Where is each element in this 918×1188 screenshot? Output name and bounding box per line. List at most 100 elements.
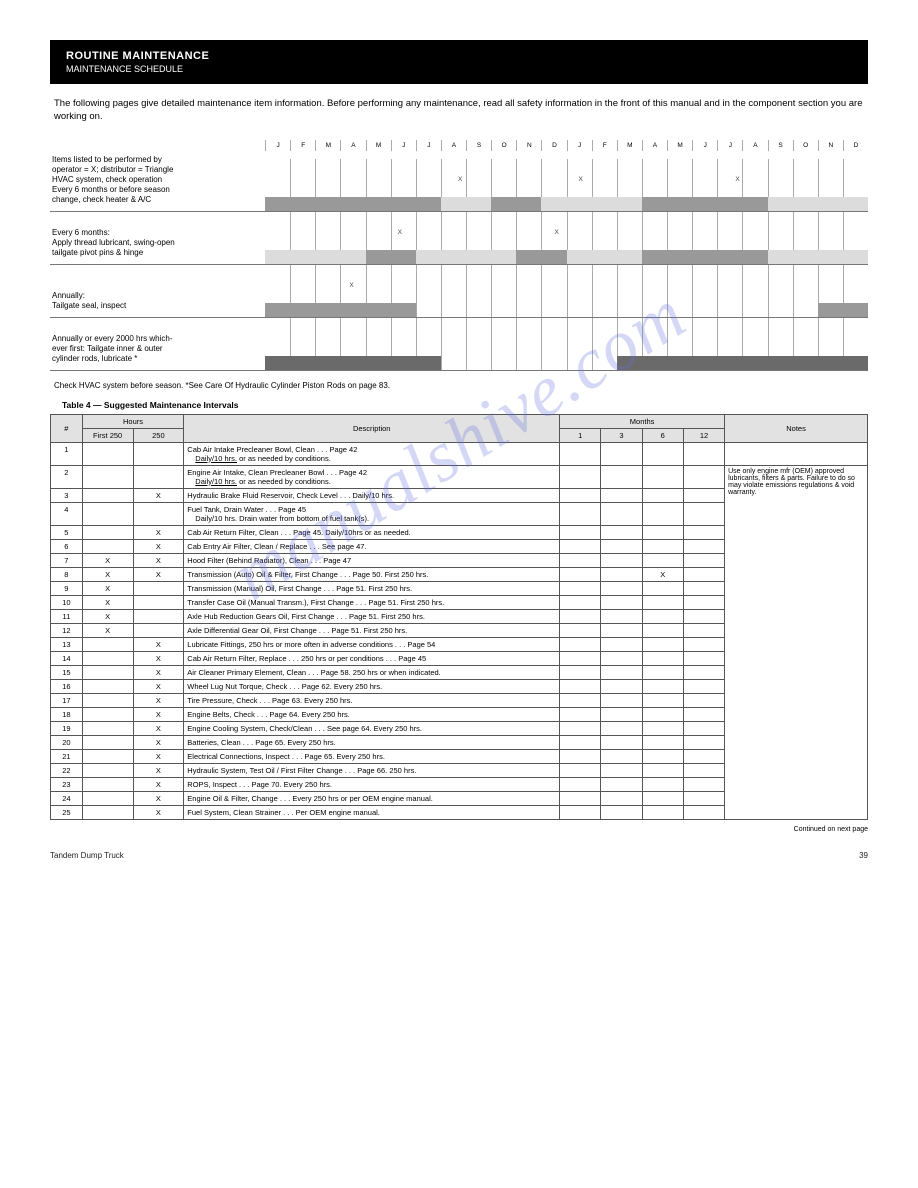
table-cell: X: [133, 693, 184, 707]
table-cell: ROPS, Inspect . . . Page 70. Every 250 h…: [184, 777, 560, 791]
table-cell: X: [133, 707, 184, 721]
table-row: 2Engine Air Intake, Clean Precleaner Bow…: [51, 465, 868, 488]
table-cell: [683, 651, 724, 665]
table-cell: [560, 609, 601, 623]
table-cell: [82, 665, 133, 679]
table-cell: X: [133, 805, 184, 819]
band-title: ROUTINE MAINTENANCE: [66, 50, 852, 62]
month-label: F: [290, 140, 315, 151]
month-label: S: [768, 140, 793, 151]
table-cell: [601, 488, 642, 502]
table-cell: [642, 791, 683, 805]
table-cell: [683, 539, 724, 553]
gantt-row-label: Items listed to be performed byoperator …: [50, 151, 265, 211]
gantt-row-area: XX: [265, 212, 868, 264]
table-cell: [642, 805, 683, 819]
th-num: #: [51, 414, 83, 442]
table-cell: [133, 502, 184, 525]
gantt-row-label: Annually:Tailgate seal, inspect: [50, 287, 265, 317]
table-cell: [683, 553, 724, 567]
table-cell: [82, 679, 133, 693]
table-cell: [560, 707, 601, 721]
table-cell: [683, 679, 724, 693]
table-cell: Engine Belts, Check . . . Page 64. Every…: [184, 707, 560, 721]
gantt-bar: [516, 250, 566, 264]
table-cell: Cab Entry Air Filter, Clean / Replace . …: [184, 539, 560, 553]
th-months-group: Months: [560, 414, 725, 428]
table-cell: [642, 749, 683, 763]
table-cell: Hood Filter (Behind Radiator), Clean . .…: [184, 553, 560, 567]
table-header-row-1: # Hours Description Months Notes: [51, 414, 868, 428]
th-m12: 12: [683, 428, 724, 442]
month-label: D: [541, 140, 566, 151]
table-cell: [683, 567, 724, 581]
table-cell: [601, 665, 642, 679]
table-title: Table 4 — Suggested Maintenance Interval…: [62, 400, 864, 410]
table-cell: [601, 735, 642, 749]
table-cell: 7: [51, 553, 83, 567]
table-cell: [601, 539, 642, 553]
table-cell: [560, 442, 601, 465]
table-cell: [642, 665, 683, 679]
table-cell: [601, 502, 642, 525]
table-cell: [82, 749, 133, 763]
th-desc: Description: [184, 414, 560, 442]
table-cell: Air Cleaner Primary Element, Clean . . .…: [184, 665, 560, 679]
table-cell: [560, 721, 601, 735]
table-cell: X: [133, 735, 184, 749]
table-cell: [642, 581, 683, 595]
table-cell: X: [82, 581, 133, 595]
page-footer: Tandem Dump Truck 39: [50, 851, 868, 860]
table-cell: [642, 777, 683, 791]
table-cell: [560, 553, 601, 567]
table-cell: [642, 539, 683, 553]
table-cell: 13: [51, 637, 83, 651]
table-cell: [683, 749, 724, 763]
table-cell: [82, 805, 133, 819]
table-cell: [82, 707, 133, 721]
table-cell: 9: [51, 581, 83, 595]
table-cell: Transmission (Auto) Oil & Filter, First …: [184, 567, 560, 581]
table-cell: [683, 805, 724, 819]
table-cell: [560, 763, 601, 777]
table-cell: Wheel Lug Nut Torque, Check . . . Page 6…: [184, 679, 560, 693]
table-cell: [683, 665, 724, 679]
table-cell: 3: [51, 488, 83, 502]
month-label: S: [466, 140, 491, 151]
th-first250: First 250: [82, 428, 133, 442]
th-m1: 1: [560, 428, 601, 442]
month-label: M: [366, 140, 391, 151]
table-cell: Fuel System, Clean Strainer . . . Per OE…: [184, 805, 560, 819]
table-cell: Transmission (Manual) Oil, First Change …: [184, 581, 560, 595]
gantt-bar: [491, 197, 541, 211]
month-label: M: [617, 140, 642, 151]
table-cell: [601, 693, 642, 707]
month-label: J: [265, 140, 290, 151]
footer-right: 39: [859, 851, 868, 860]
table-cell: [642, 679, 683, 693]
table-cell: [683, 442, 724, 465]
gantt-bar: [265, 197, 441, 211]
table-cell: [82, 539, 133, 553]
table-cell: [683, 693, 724, 707]
table-cell: Lubricate Fittings, 250 hrs or more ofte…: [184, 637, 560, 651]
table-cell: [560, 693, 601, 707]
table-cell: [82, 651, 133, 665]
table-cell: X: [82, 609, 133, 623]
table-cell: [642, 595, 683, 609]
gantt-caption: X: [735, 176, 739, 183]
table-cell: [683, 637, 724, 651]
table-cell: [642, 651, 683, 665]
table-cell: [82, 777, 133, 791]
table-cell: Engine Oil & Filter, Change . . . Every …: [184, 791, 560, 805]
month-label: J: [416, 140, 441, 151]
table-cell: [683, 525, 724, 539]
month-label: D: [843, 140, 868, 151]
gantt-bar: [642, 250, 768, 264]
gantt-caption: X: [579, 176, 583, 183]
table-row: 1Cab Air Intake Precleaner Bowl, Clean .…: [51, 442, 868, 465]
th-hours-group: Hours: [82, 414, 184, 428]
th-m6: 6: [642, 428, 683, 442]
table-cell: [560, 749, 601, 763]
table-cell: 15: [51, 665, 83, 679]
